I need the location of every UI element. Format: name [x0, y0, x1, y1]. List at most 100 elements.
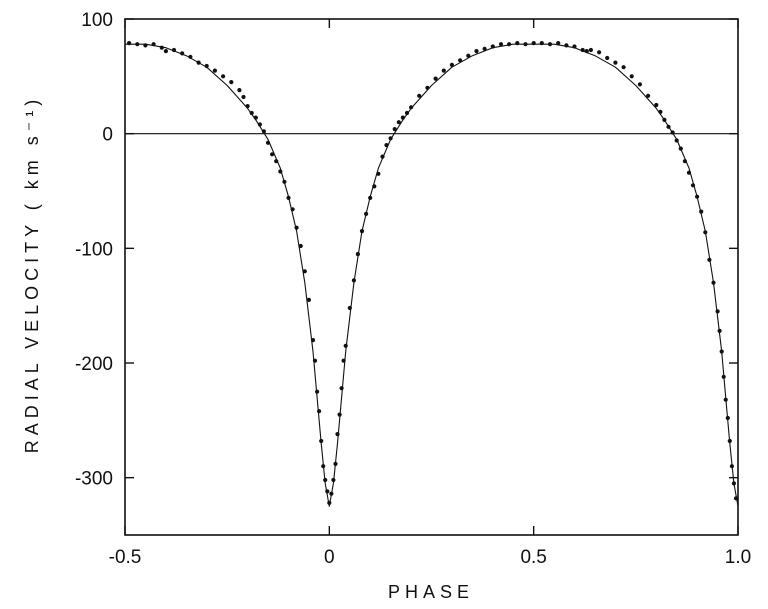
- x-tick-label: 1.0: [725, 547, 751, 568]
- data-point: [515, 41, 520, 46]
- data-point: [351, 278, 356, 283]
- data-point: [690, 183, 696, 188]
- x-axis-title: PHASE: [388, 582, 474, 602]
- data-point: [523, 42, 528, 47]
- data-point: [417, 93, 422, 98]
- data-point: [707, 257, 712, 262]
- data-point: [237, 88, 242, 93]
- data-point: [498, 42, 504, 47]
- data-point: [646, 93, 651, 98]
- data-point: [329, 491, 334, 496]
- data-point: [556, 41, 561, 46]
- data-point: [294, 225, 299, 230]
- data-point: [678, 146, 683, 151]
- data-point: [317, 409, 322, 414]
- data-point: [335, 432, 340, 437]
- plot-frame: [124, 18, 739, 536]
- data-point: [204, 63, 209, 69]
- data-point: [572, 44, 577, 49]
- data-point: [212, 68, 217, 73]
- data-point: [364, 211, 369, 216]
- data-point: [274, 159, 279, 164]
- data-point: [253, 115, 258, 120]
- data-point: [621, 65, 626, 70]
- data-point: [547, 42, 553, 47]
- y-tick-label: 100: [81, 10, 113, 31]
- data-point: [409, 105, 414, 110]
- data-point: [196, 60, 201, 65]
- data-point: [278, 169, 283, 174]
- data-point: [727, 438, 732, 444]
- data-point: [539, 41, 544, 46]
- data-point: [717, 328, 722, 333]
- data-point: [221, 74, 226, 79]
- data-point: [151, 42, 156, 47]
- data-point: [302, 269, 307, 274]
- data-point: [605, 55, 610, 61]
- data-point: [171, 47, 177, 53]
- data-point: [347, 305, 352, 311]
- data-point: [337, 412, 342, 417]
- data-point: [319, 438, 324, 444]
- data-point: [404, 110, 410, 116]
- data-point: [686, 170, 692, 175]
- y-axis-title: RADIAL VELOCITY ( km s⁻¹): [22, 95, 42, 454]
- data-point: [241, 94, 246, 100]
- data-point: [355, 252, 360, 257]
- x-tick-label: 0.5: [520, 547, 546, 568]
- data-point: [531, 41, 536, 46]
- data-point: [729, 464, 735, 469]
- data-point: [564, 43, 569, 48]
- data-point: [392, 127, 397, 132]
- data-point: [695, 194, 700, 199]
- data-point: [325, 489, 330, 494]
- data-point: [333, 461, 338, 466]
- data-point: [637, 82, 643, 87]
- data-point: [327, 500, 332, 505]
- data-point: [310, 338, 316, 343]
- data-point: [229, 80, 234, 85]
- data-point: [682, 159, 688, 164]
- data-point: [323, 477, 328, 483]
- data-point: [441, 68, 446, 73]
- y-tick-label: 0: [102, 125, 113, 146]
- data-point: [733, 496, 739, 501]
- data-point: [580, 47, 585, 53]
- data-point: [163, 49, 168, 54]
- data-point: [613, 60, 618, 65]
- y-axis-ticks: 100 0 -100 -200 -300: [75, 10, 738, 490]
- data-point: [380, 154, 385, 159]
- data-point: [670, 130, 675, 135]
- data-point: [368, 195, 373, 200]
- data-point: [662, 117, 667, 122]
- data-point: [372, 184, 377, 189]
- data-point: [723, 397, 728, 402]
- data-point: [458, 58, 463, 63]
- data-point: [312, 358, 318, 363]
- data-point: [359, 229, 365, 234]
- data-point: [507, 42, 512, 47]
- data-point: [249, 110, 254, 116]
- data-point: [188, 54, 193, 59]
- data-point: [674, 138, 679, 143]
- data-point: [265, 140, 271, 145]
- data-point: [339, 386, 344, 391]
- data-point: [629, 74, 634, 79]
- data-point: [699, 209, 704, 214]
- data-point: [703, 230, 708, 235]
- data-point: [388, 136, 393, 141]
- y-tick-label: -200: [75, 354, 113, 375]
- data-point: [597, 50, 602, 55]
- data-point: [654, 102, 659, 108]
- data-point: [282, 179, 287, 184]
- y-tick-label: -100: [75, 239, 113, 260]
- data-point: [321, 464, 326, 469]
- data-point: [143, 43, 148, 48]
- data-point: [715, 309, 720, 314]
- data-point: [433, 76, 438, 81]
- data-point: [270, 152, 275, 157]
- data-point: [658, 109, 663, 114]
- plot-border: [124, 18, 739, 536]
- data-point: [341, 358, 346, 363]
